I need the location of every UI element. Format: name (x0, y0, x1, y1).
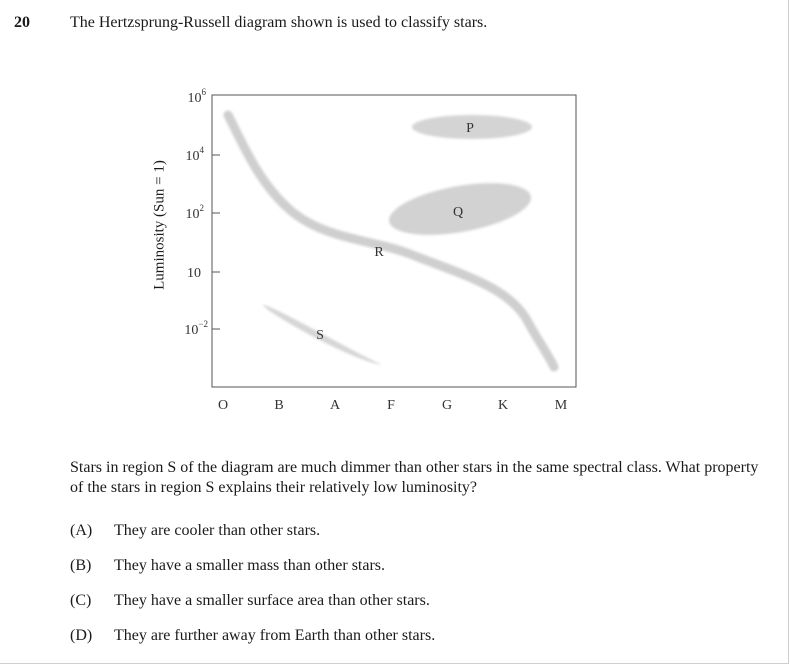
region-s (262, 304, 382, 365)
option-a-letter: (A) (70, 522, 93, 539)
option-b-letter: (B) (70, 557, 92, 574)
option-c[interactable]: (C) They have a smaller surface area than… (70, 592, 430, 610)
x-tick-label-k: K (498, 398, 508, 413)
region-p (412, 115, 532, 139)
y-tick-label-1: 104 (186, 145, 205, 164)
option-d-letter: (D) (70, 627, 93, 644)
x-tick-label-g: G (442, 398, 452, 413)
region-label-q: Q (453, 205, 463, 220)
x-tick-label-a: A (330, 398, 341, 413)
region-q (388, 183, 532, 235)
y-tick-marks (212, 154, 220, 330)
option-b[interactable]: (B) They have a smaller mass than other s… (70, 557, 385, 575)
question-number: 20 (14, 14, 30, 31)
hr-diagram-svg: 106 104 102 10 10−2 O B A F G K M P Q R … (184, 87, 577, 413)
option-d-text: They are further away from Earth than ot… (114, 627, 436, 644)
main-sequence-band (223, 110, 559, 372)
plot-frame (211, 94, 577, 388)
x-tick-label-b: B (274, 398, 283, 413)
y-tick-label-0: 106 (188, 87, 207, 106)
region-label-p: P (466, 121, 474, 136)
option-b-text: They have a smaller mass than other star… (114, 557, 386, 574)
option-d[interactable]: (D) They are further away from Earth than… (70, 627, 435, 645)
region-label-r: R (374, 245, 384, 260)
x-tick-label-m: M (555, 398, 568, 413)
option-a-text: They are cooler than other stars. (114, 522, 321, 539)
question-stem: The Hertzsprung-Russell diagram shown is… (70, 14, 488, 31)
y-tick-label-4: 10−2 (184, 319, 208, 338)
x-tick-label-f: F (387, 398, 395, 413)
region-label-s: S (316, 328, 324, 343)
hr-diagram: 106 104 102 10 10−2 O B A F G K M P Q R … (150, 82, 590, 413)
option-a[interactable]: (A) They are cooler than other stars. (70, 522, 320, 540)
x-tick-label-o: O (218, 398, 228, 413)
option-c-text: They have a smaller surface area than ot… (114, 592, 430, 609)
y-tick-label-2: 102 (186, 203, 205, 222)
option-c-letter: (C) (70, 592, 92, 609)
question-text: Stars in region S of the diagram are muc… (70, 459, 759, 496)
y-tick-label-3: 10 (187, 266, 201, 281)
